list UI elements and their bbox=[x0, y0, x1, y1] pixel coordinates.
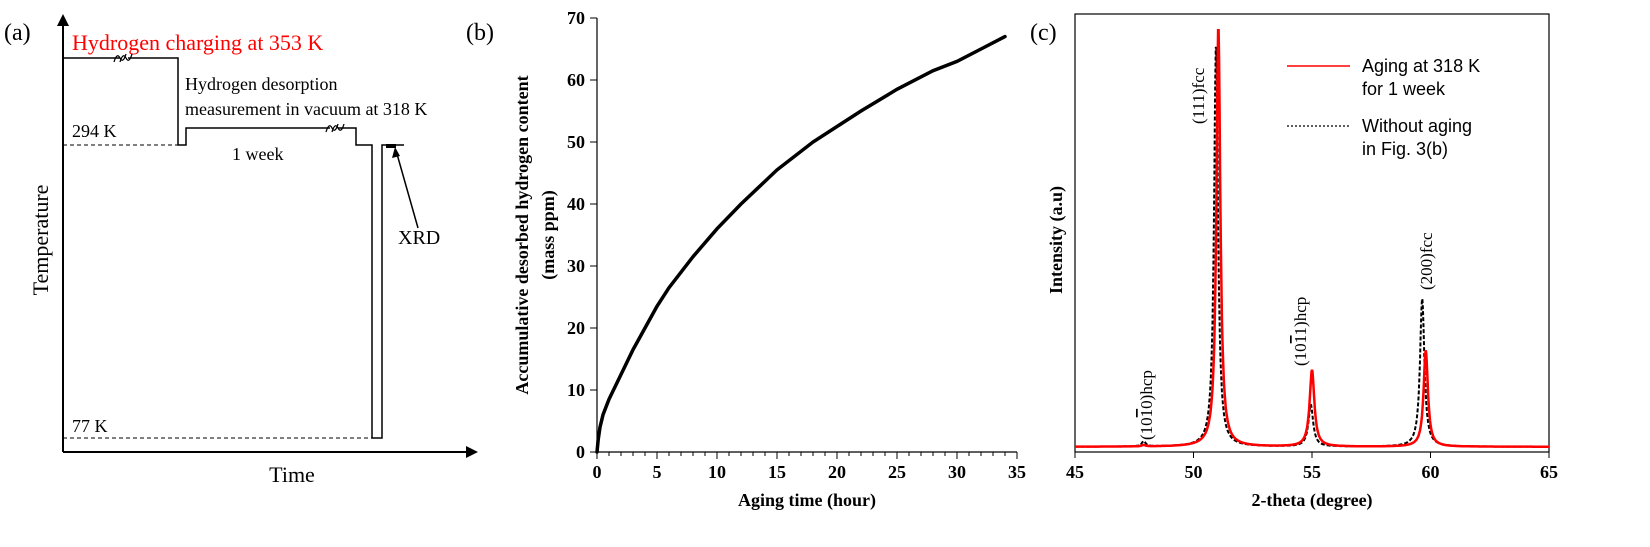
peak-label-hcp-1010: (1010)hcp bbox=[1137, 370, 1156, 440]
panel-c-series-without-aging bbox=[1075, 46, 1549, 448]
legend-noaging-line2: in Fig. 3(b) bbox=[1362, 139, 1448, 159]
panel-a-annotation-line2: measurement in vacuum at 318 K bbox=[185, 99, 427, 119]
y-tick-label: 40 bbox=[567, 194, 585, 214]
y-tick-label: 0 bbox=[576, 442, 585, 462]
panel-c-label: (c) bbox=[1030, 20, 1057, 46]
panel-c: (c) 45 50 55 60 65 Aging at 318 K for 1 week… bbox=[1030, 13, 1558, 511]
x-tick-label: 65 bbox=[1540, 462, 1558, 482]
panel-b-label: (b) bbox=[466, 20, 494, 46]
x-tick-label: 50 bbox=[1185, 462, 1203, 482]
panel-b-x-label: Aging time (hour) bbox=[738, 490, 876, 511]
x-tick-label: 25 bbox=[888, 462, 906, 482]
panel-a-break-mark-2 bbox=[325, 123, 345, 133]
panel-a: (a) Hydrogen charging at 353 K Hydrogen … bbox=[4, 14, 478, 487]
panel-a-duration-label: 1 week bbox=[232, 144, 283, 164]
x-tick-label: 5 bbox=[653, 462, 662, 482]
panel-b-y-label-line2: (mass ppm) bbox=[538, 190, 559, 280]
x-tick-label: 30 bbox=[948, 462, 966, 482]
peak-label-fcc-111: (111)fcc bbox=[1189, 67, 1208, 124]
panel-a-xrd-pointer bbox=[396, 153, 419, 229]
panel-a-xrd-arrow-icon bbox=[392, 147, 400, 158]
panel-a-77k-label: 77 K bbox=[72, 416, 108, 436]
panel-a-temperature-profile bbox=[63, 57, 404, 439]
legend-noaging-line1: Without aging bbox=[1362, 116, 1472, 136]
panel-b-y-label-line1: Accumulative desorbed hydrogen content bbox=[512, 75, 532, 394]
panel-a-y-label: Temperature bbox=[28, 185, 53, 296]
x-tick-label: 10 bbox=[708, 462, 726, 482]
panel-a-title: Hydrogen charging at 353 K bbox=[72, 30, 323, 55]
panel-a-x-label: Time bbox=[269, 462, 315, 487]
x-tick-label: 60 bbox=[1422, 462, 1440, 482]
peak-label-hcp-1011: (1011)hcp bbox=[1291, 297, 1310, 366]
y-tick-label: 60 bbox=[567, 70, 585, 90]
y-tick-label: 20 bbox=[567, 318, 585, 338]
x-tick-label: 55 bbox=[1303, 462, 1321, 482]
panel-c-y-label: Intensity (a.u) bbox=[1046, 186, 1067, 294]
x-tick-label: 45 bbox=[1066, 462, 1084, 482]
panel-c-series-aging bbox=[1075, 29, 1549, 448]
peak-label-fcc-200: (200)fcc bbox=[1417, 232, 1436, 290]
panel-b-series-line bbox=[595, 34, 1007, 454]
panel-a-y-arrow-icon bbox=[57, 14, 69, 26]
panel-a-294k-label: 294 K bbox=[72, 121, 117, 141]
x-tick-label: 20 bbox=[828, 462, 846, 482]
x-tick-label: 0 bbox=[593, 462, 602, 482]
panel-c-legend: Aging at 318 K for 1 week Without aging … bbox=[1287, 56, 1480, 159]
panel-a-xrd-label: XRD bbox=[398, 227, 440, 249]
panel-a-x-arrow-icon bbox=[466, 446, 478, 458]
panel-a-break-mark-1 bbox=[113, 53, 133, 63]
panel-a-xrd-marker bbox=[386, 144, 396, 148]
legend-aging-line2: for 1 week bbox=[1362, 79, 1446, 99]
y-tick-label: 50 bbox=[567, 132, 585, 152]
x-tick-label: 15 bbox=[768, 462, 786, 482]
y-tick-label: 10 bbox=[567, 380, 585, 400]
panel-a-label: (a) bbox=[4, 20, 31, 46]
panel-c-x-label: 2-theta (degree) bbox=[1251, 490, 1372, 511]
y-tick-label: 30 bbox=[567, 256, 585, 276]
panel-a-annotation-line1: Hydrogen desorption bbox=[185, 74, 337, 94]
legend-aging-line1: Aging at 318 K bbox=[1362, 56, 1480, 76]
panel-b: (b) 0 5 10 15 20 25 30 35 0 10 20 30 40 50 60 70 Aging… bbox=[466, 8, 1026, 511]
x-tick-label: 35 bbox=[1008, 462, 1026, 482]
y-tick-label: 70 bbox=[567, 8, 585, 28]
